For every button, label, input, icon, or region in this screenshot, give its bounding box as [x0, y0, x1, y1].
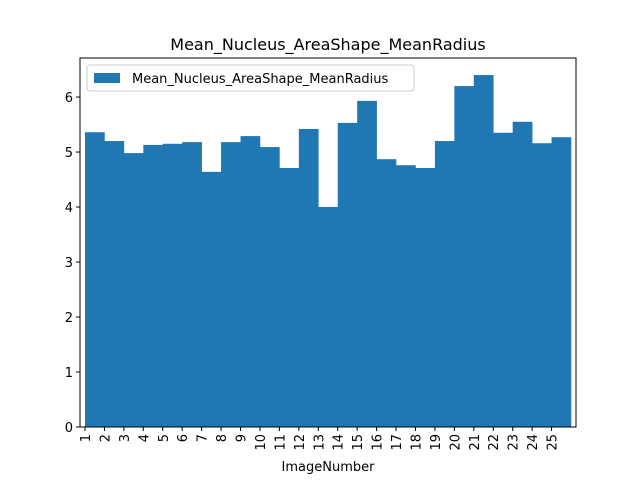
x-tick-label: 3 [118, 434, 133, 442]
bar [259, 147, 280, 427]
x-tick-label: 23 [507, 434, 522, 451]
x-tick-label: 9 [235, 434, 250, 442]
y-tick-label: 4 [65, 201, 73, 216]
x-tick-label: 4 [137, 434, 152, 442]
x-tick-label: 17 [390, 434, 405, 451]
bar [143, 144, 164, 427]
x-tick-label: 11 [273, 434, 288, 451]
bar [532, 143, 552, 427]
bar [85, 132, 105, 428]
bar [415, 167, 436, 427]
axes-frame [79, 57, 577, 428]
bar [279, 167, 300, 427]
y-tick-label: 2 [65, 311, 73, 326]
x-tick-label: 25 [546, 434, 561, 451]
bar [201, 171, 222, 427]
x-tick-label: 21 [468, 434, 483, 451]
bar [551, 137, 572, 427]
bar [376, 159, 397, 428]
x-tick-label: 14 [332, 434, 347, 451]
bar [221, 142, 241, 427]
chart-title: Mean_Nucleus_AreaShape_MeanRadius [170, 35, 485, 55]
y-tick-label: 3 [65, 256, 73, 271]
bar [493, 132, 513, 428]
x-tick-label: 8 [215, 434, 230, 442]
bar [337, 122, 358, 427]
bar [473, 75, 494, 427]
y-tick-label: 1 [65, 366, 73, 381]
x-tick-label: 6 [176, 434, 191, 442]
x-tick-label: 12 [293, 434, 308, 451]
bar [318, 207, 339, 427]
bar [162, 143, 183, 427]
bar [396, 165, 416, 427]
bar [454, 86, 475, 427]
bar [104, 141, 125, 427]
bar [123, 153, 144, 427]
bar [512, 121, 533, 428]
x-tick-label: 10 [254, 434, 269, 451]
x-axis-label: ImageNumber [282, 460, 376, 475]
x-tick-label: 22 [487, 434, 502, 451]
y-tick-label: 5 [65, 146, 73, 161]
x-tick-label: 16 [371, 434, 386, 451]
x-tick-label: 24 [526, 434, 541, 451]
x-tick-label: 2 [98, 434, 113, 442]
x-tick-label: 13 [312, 434, 327, 451]
bar [357, 100, 377, 427]
x-tick-label: 7 [196, 434, 211, 442]
bar [182, 142, 202, 427]
bar [240, 136, 261, 427]
y-tick-label: 0 [65, 421, 73, 436]
x-tick-label: 5 [157, 434, 172, 442]
legend-box [86, 64, 415, 92]
bar [298, 128, 319, 428]
x-tick-label: 20 [448, 434, 463, 451]
y-tick-label: 6 [65, 91, 73, 106]
x-tick-label: 1 [79, 434, 94, 442]
bar [434, 141, 455, 427]
x-tick-label: 15 [351, 434, 366, 451]
x-tick-label: 18 [409, 434, 424, 451]
legend-swatch [94, 73, 120, 83]
x-tick-label: 19 [429, 434, 444, 451]
legend-label: Mean_Nucleus_AreaShape_MeanRadius [132, 72, 389, 87]
